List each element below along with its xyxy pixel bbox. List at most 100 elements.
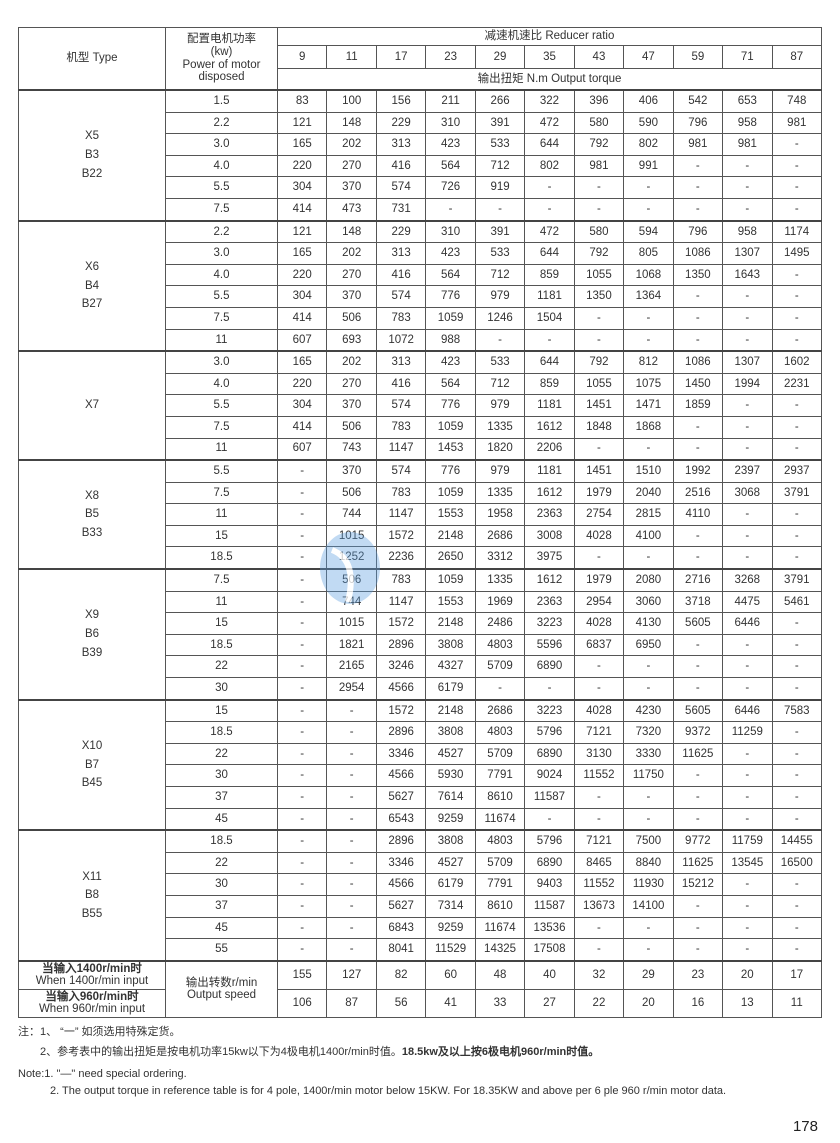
- torque-cell: -: [771, 394, 823, 417]
- torque-cell: -: [672, 938, 724, 962]
- speed-cell: 11: [771, 988, 823, 1018]
- table-row: 45- -6543 9259 11674- - - - - -: [19, 807, 823, 831]
- torque-cell: 11587: [524, 894, 575, 918]
- model-name: B4: [84, 279, 100, 292]
- torque-cell: 9259: [425, 916, 476, 940]
- note-cn-1: 注：1、 “一” 如须选用特殊定货。: [18, 1026, 181, 1038]
- torque-cell: 304: [276, 285, 328, 308]
- torque-cell: 4566: [375, 873, 427, 896]
- torque-cell: 3130: [573, 742, 625, 766]
- torque-cell: 792: [573, 242, 625, 265]
- torque-cell: -: [276, 612, 328, 635]
- torque-cell: 1612: [524, 415, 575, 439]
- torque-cell: 423: [425, 242, 476, 265]
- power-cell: 2.2: [165, 111, 278, 135]
- torque-cell: 7320: [623, 721, 674, 744]
- torque-cell: 121: [276, 111, 328, 135]
- torque-cell: -: [722, 894, 773, 918]
- power-cell: 18.5: [165, 721, 278, 744]
- torque-cell: 83: [276, 88, 328, 113]
- torque-cell: 981: [672, 133, 724, 156]
- model-type-cell: X5 B3 B22: [18, 89, 166, 222]
- torque-cell: 2937: [771, 459, 823, 483]
- torque-cell: -: [722, 655, 773, 679]
- model-name: B55: [81, 907, 103, 920]
- torque-cell: -: [573, 916, 625, 940]
- torque-cell: 13536: [524, 916, 575, 940]
- power-cell: 37: [165, 786, 278, 809]
- torque-cell: -: [722, 633, 773, 657]
- torque-cell: 416: [375, 372, 427, 396]
- torque-cell: 506: [326, 568, 377, 592]
- torque-cell: 564: [425, 263, 476, 287]
- torque-cell: 5709: [474, 742, 526, 766]
- torque-cell: 4028: [573, 698, 625, 723]
- torque-cell: -: [524, 677, 575, 701]
- ratio-71: 71: [722, 45, 773, 69]
- torque-cell: 4566: [375, 764, 427, 787]
- torque-cell: -: [623, 546, 674, 570]
- power-cell: 22: [165, 851, 278, 875]
- model-name: B3: [84, 148, 100, 161]
- torque-cell: 220: [276, 263, 328, 287]
- torque-cell: 1174: [771, 219, 823, 244]
- power-cell: 37: [165, 894, 278, 918]
- torque-cell: 2815: [623, 503, 674, 526]
- torque-cell: 7583: [771, 698, 823, 723]
- torque-cell: 266: [474, 88, 526, 113]
- torque-cell: 220: [276, 154, 328, 178]
- speed-cell: 13: [722, 988, 773, 1018]
- torque-cell: 5796: [524, 721, 575, 744]
- power-cell: 7.5: [165, 197, 278, 222]
- torque-cell: 2686: [474, 698, 526, 723]
- torque-cell: 1643: [722, 263, 773, 287]
- torque-cell: -: [722, 306, 773, 330]
- torque-cell: 9772: [672, 829, 724, 853]
- torque-cell: 1992: [672, 459, 724, 483]
- torque-cell: 533: [474, 350, 526, 374]
- torque-cell: 1612: [524, 568, 575, 592]
- torque-cell: 202: [326, 242, 377, 265]
- torque-cell: -: [722, 437, 773, 461]
- power-cell: 4.0: [165, 263, 278, 287]
- torque-cell: -: [672, 786, 724, 809]
- torque-cell: 1350: [672, 263, 724, 287]
- torque-cell: 594: [623, 219, 674, 244]
- torque-cell: -: [771, 633, 823, 657]
- speed-input-en: When 1400r/min input: [35, 975, 149, 988]
- torque-cell: 1451: [573, 394, 625, 417]
- torque-cell: 1572: [375, 524, 427, 548]
- model-name: X10: [81, 739, 103, 752]
- torque-cell: 979: [474, 394, 526, 417]
- speed-row: 当输入1400r/min时 When 1400r/min input 输出转数r/m…: [18, 959, 823, 1018]
- torque-cell: 1364: [623, 285, 674, 308]
- torque-cell: 1086: [672, 242, 724, 265]
- torque-cell: 6837: [573, 633, 625, 657]
- torque-cell: -: [474, 677, 526, 701]
- torque-cell: -: [672, 546, 724, 570]
- torque-cell: -: [672, 306, 724, 330]
- torque-cell: 3791: [771, 481, 823, 505]
- ratio-35: 35: [524, 45, 575, 69]
- torque-cell: -: [771, 938, 823, 962]
- table-row: 22-2165 3246 4327 5709 6890- - - - -: [19, 655, 823, 679]
- torque-cell: 3346: [375, 742, 427, 766]
- torque-cell: 8610: [474, 894, 526, 918]
- torque-cell: 6543: [375, 807, 427, 831]
- torque-cell: -: [276, 698, 328, 723]
- torque-cell: 11750: [623, 764, 674, 787]
- torque-cell: 416: [375, 263, 427, 287]
- torque-cell: -: [771, 415, 823, 439]
- table-row: 11 607 693 1072 988- - - - - - -: [19, 328, 823, 352]
- torque-cell: 3060: [623, 590, 674, 614]
- torque-cell: -: [722, 154, 773, 178]
- power-cell: 1.5: [165, 88, 278, 113]
- power-cell: 22: [165, 742, 278, 766]
- torque-cell: 5627: [375, 786, 427, 809]
- torque-cell: 4110: [672, 503, 724, 526]
- torque-cell: -: [722, 285, 773, 308]
- torque-cell: 1553: [425, 590, 476, 614]
- torque-cell: -: [276, 938, 328, 962]
- model-type-cell: X11 B8 B55: [18, 829, 166, 962]
- torque-cell: 4803: [474, 721, 526, 744]
